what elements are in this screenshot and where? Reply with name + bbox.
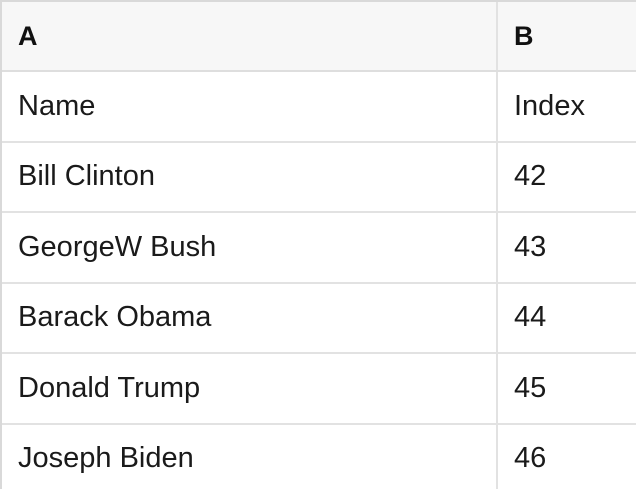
cell-index[interactable]: Index <box>514 89 585 122</box>
cell-name[interactable]: Bill Clinton <box>2 142 498 211</box>
cell-index[interactable]: 42 <box>514 160 547 193</box>
table-body: Name Index Bill Clinton 42 GeorgeW Bush … <box>2 72 636 489</box>
cell-name[interactable]: GeorgeW Bush <box>2 213 498 282</box>
cell-name[interactable]: Donald Trump <box>2 354 498 423</box>
cell-index[interactable]: 43 <box>514 230 547 263</box>
column-header-a[interactable]: A <box>2 2 498 70</box>
table-row: Joseph Biden 46 <box>2 424 636 489</box>
cell-name[interactable]: Barack Obama <box>2 283 498 352</box>
column-header-b[interactable]: B <box>514 20 534 51</box>
table-row: Donald Trump 45 <box>2 354 636 425</box>
table-row: Barack Obama 44 <box>2 283 636 354</box>
cell-name[interactable]: Joseph Biden <box>2 424 498 489</box>
cell-index[interactable]: 46 <box>514 442 547 475</box>
table-row: GeorgeW Bush 43 <box>2 213 636 284</box>
cell-index[interactable]: 44 <box>514 301 547 334</box>
column-header-row: A B <box>2 2 636 72</box>
cell-index[interactable]: 45 <box>514 371 547 404</box>
table-row: Name Index <box>2 72 636 143</box>
cell-name[interactable]: Name <box>2 72 498 141</box>
table-row: Bill Clinton 42 <box>2 142 636 213</box>
